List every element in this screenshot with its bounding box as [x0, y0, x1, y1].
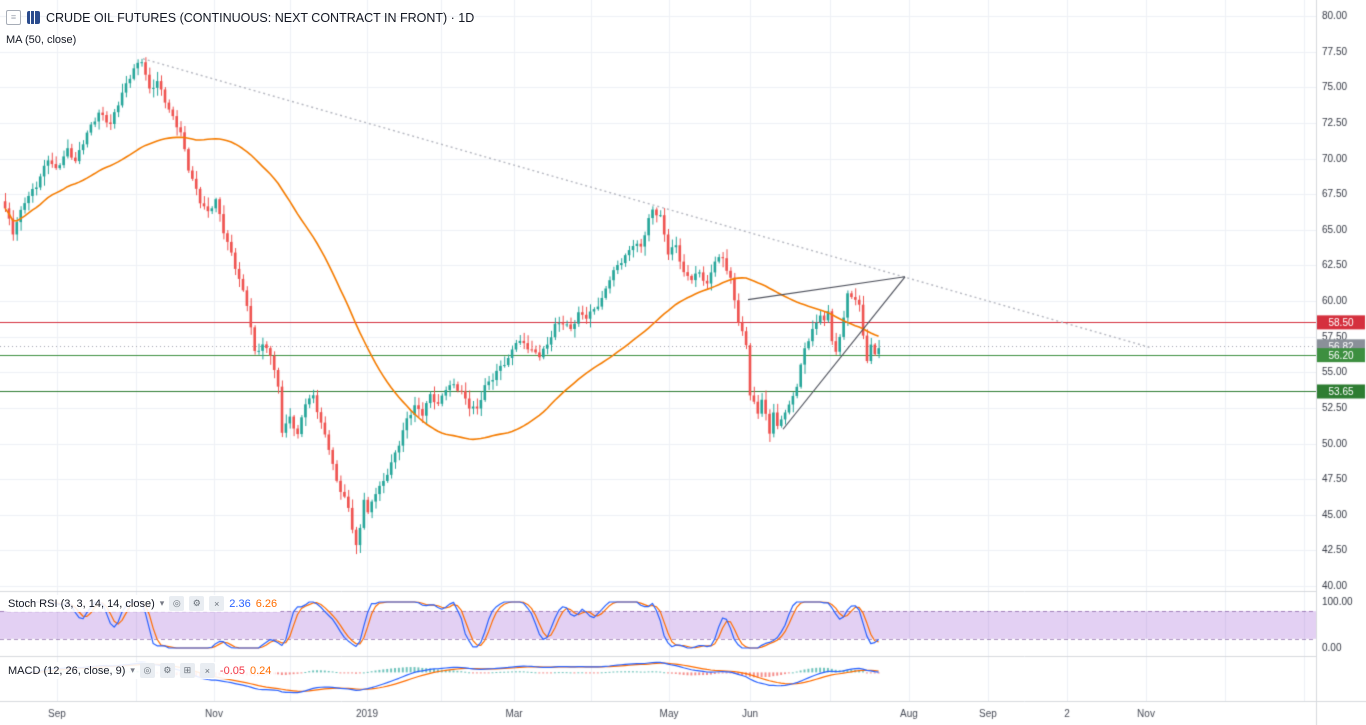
delete-icon[interactable]: × — [209, 596, 225, 611]
source-icon[interactable]: ⊞ — [179, 663, 195, 678]
ma-legend[interactable]: MA (50, close) — [6, 34, 77, 46]
symbol-title-row: ≡ CRUDE OIL FUTURES (CONTINUOUS: NEXT CO… — [6, 10, 474, 25]
collapse-panel-icon[interactable]: ≡ — [6, 10, 21, 25]
stoch-rsi-title[interactable]: Stoch RSI (3, 3, 14, 14, close) — [8, 598, 155, 610]
macd-title[interactable]: MACD (12, 26, close, 9) — [8, 665, 125, 677]
symbol-title[interactable]: CRUDE OIL FUTURES (CONTINUOUS: NEXT CONT… — [46, 10, 475, 25]
chevron-down-icon[interactable]: ▾ — [159, 598, 165, 608]
stoch-rsi-params: (3, 3, 14, 14, close) — [60, 597, 155, 610]
macd-name: MACD — [8, 664, 41, 677]
main-legend: ≡ CRUDE OIL FUTURES (CONTINUOUS: NEXT CO… — [6, 10, 474, 46]
visibility-icon[interactable]: ◎ — [169, 596, 185, 611]
series-style-icon[interactable] — [27, 11, 40, 24]
macd-params: (12, 26, close, 9) — [43, 664, 126, 677]
stoch-k-value: 2.36 — [229, 597, 251, 610]
chevron-down-icon[interactable]: ▾ — [130, 665, 135, 675]
settings-icon[interactable]: ⚙ — [159, 663, 175, 678]
macd-legend: MACD (12, 26, close, 9) ▾ ◎ ⚙ ⊞ × -0.05 … — [6, 662, 276, 679]
stoch-rsi-legend: Stoch RSI (3, 3, 14, 14, close) ▾ ◎ ⚙ × … — [6, 595, 282, 612]
stoch-rsi-name: Stoch RSI — [8, 597, 58, 610]
delete-icon[interactable]: × — [199, 663, 215, 678]
macd-signal-value: 0.24 — [250, 664, 272, 677]
visibility-icon[interactable]: ◎ — [139, 663, 155, 678]
macd-hist-value: -0.05 — [219, 664, 245, 677]
stoch-d-value: 6.26 — [255, 597, 278, 610]
settings-icon[interactable]: ⚙ — [189, 596, 205, 611]
